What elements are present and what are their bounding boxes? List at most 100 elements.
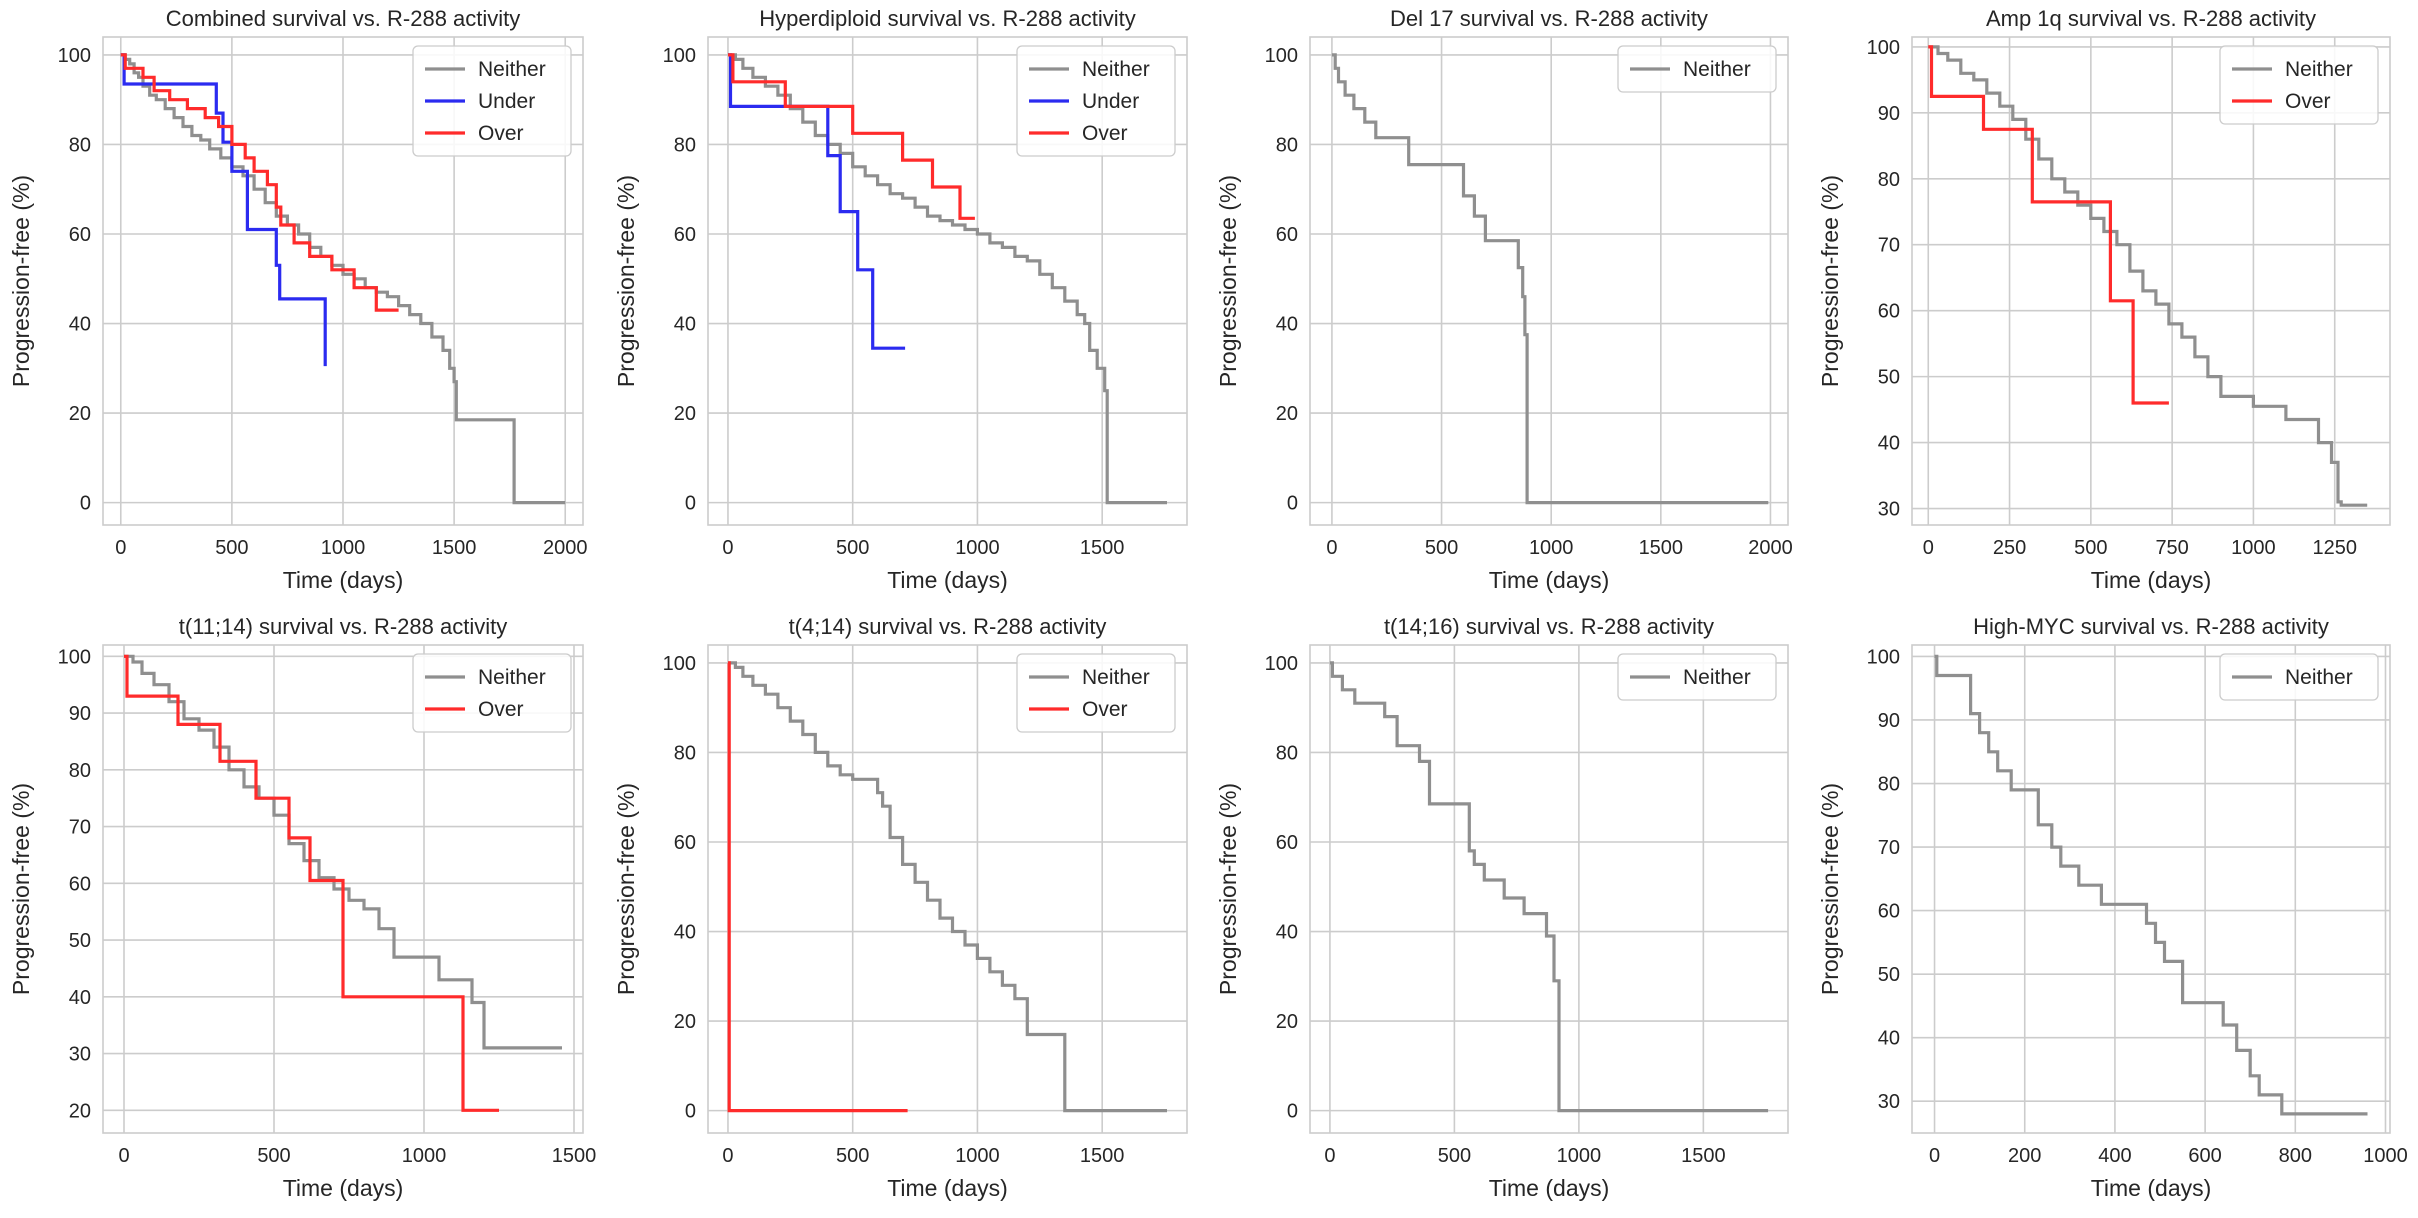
x-tick-label: 1500 <box>432 537 477 559</box>
legend: Neither <box>1617 45 1777 93</box>
series-line-under <box>120 53 327 367</box>
legend-box <box>1016 45 1176 157</box>
series-line-over <box>727 661 908 1113</box>
x-tick-label: 1500 <box>1639 537 1684 559</box>
series-line-over <box>124 654 499 1112</box>
y-axis-label: Progression-free (%) <box>613 783 639 995</box>
x-tick-label: 0 <box>1923 537 1934 559</box>
x-tick-label: 500 <box>836 537 869 559</box>
x-tick-label: 800 <box>2279 1145 2312 1167</box>
y-tick-label: 100 <box>58 45 91 67</box>
y-axis-label: Progression-free (%) <box>1215 783 1241 995</box>
x-tick-label: 1500 <box>552 1145 597 1167</box>
y-tick-label: 40 <box>1276 922 1298 944</box>
y-axis-label: Progression-free (%) <box>613 175 639 387</box>
y-tick-label: 20 <box>1276 1011 1298 1033</box>
x-axis-label: Time (days) <box>283 567 404 593</box>
y-tick-label: 40 <box>674 314 696 336</box>
x-tick-label: 1000 <box>2363 1145 2408 1167</box>
legend: Neither <box>1617 653 1777 701</box>
axes-frame <box>707 644 1188 1134</box>
series-line-neither <box>1934 654 2368 1116</box>
y-axis-label: Progression-free (%) <box>8 175 34 387</box>
legend-label: Neither <box>1683 58 1751 81</box>
legend-box <box>412 45 572 157</box>
legend-label: Over <box>1082 122 1128 145</box>
y-tick-label: 50 <box>1878 964 1900 986</box>
y-tick-label: 60 <box>69 873 91 895</box>
legend-box <box>412 653 572 733</box>
y-tick-label: 60 <box>69 224 91 246</box>
chart-title: Amp 1q survival vs. R-288 activity <box>1986 6 2316 31</box>
series-line-neither <box>728 53 1167 505</box>
x-tick-label: 0 <box>1324 1145 1335 1167</box>
chart-panel-5: 0 500 1000 1500 20 30 40 50 60 70 80 90 100 t(11;14) … <box>8 614 596 1201</box>
y-tick-label: 70 <box>1878 235 1900 257</box>
x-tick-label: 1500 <box>1080 537 1125 559</box>
y-tick-label: 80 <box>1878 774 1900 796</box>
series-line-neither <box>120 53 566 505</box>
chart-title: t(11;14) survival vs. R-288 activity <box>179 614 507 639</box>
y-tick-label: 90 <box>69 703 91 725</box>
legend-box <box>1617 653 1777 701</box>
x-tick-label: 750 <box>2155 537 2188 559</box>
legend-box <box>2219 653 2379 701</box>
axes-frame <box>102 36 584 526</box>
y-tick-label: 40 <box>1276 314 1298 336</box>
legend-label: Neither <box>1683 666 1751 689</box>
y-tick-label: 80 <box>1276 742 1298 764</box>
y-tick-label: 60 <box>674 224 696 246</box>
axes-frame <box>1911 36 2391 526</box>
x-tick-label: 1500 <box>1681 1145 1726 1167</box>
x-tick-label: 400 <box>2098 1145 2131 1167</box>
series-line-over <box>728 53 975 220</box>
x-tick-label: 0 <box>722 1145 733 1167</box>
y-tick-label: 70 <box>69 817 91 839</box>
y-tick-label: 20 <box>69 403 91 425</box>
x-tick-label: 250 <box>1993 537 2026 559</box>
chart-panel-2: 0 500 1000 1500 0 20 40 60 80 100 Hyperdiploid sur… <box>613 6 1188 593</box>
y-tick-label: 0 <box>685 493 696 515</box>
chart-panel-4: 0 250 500 750 1000 1250 30 40 50 60 70 80 90 100 Amp 1… <box>1817 6 2391 593</box>
y-tick-label: 80 <box>674 134 696 156</box>
axes-frame <box>1309 36 1789 526</box>
y-tick-label: 80 <box>69 134 91 156</box>
legend-box <box>1617 45 1777 93</box>
y-tick-label: 90 <box>1878 103 1900 125</box>
y-tick-label: 50 <box>69 930 91 952</box>
y-tick-label: 60 <box>1276 224 1298 246</box>
y-axis-label: Progression-free (%) <box>8 783 34 995</box>
y-axis-label: Progression-free (%) <box>1817 783 1843 995</box>
y-tick-label: 40 <box>1878 1028 1900 1050</box>
y-tick-label: 40 <box>1878 433 1900 455</box>
x-tick-label: 1000 <box>1557 1145 1602 1167</box>
x-tick-label: 1000 <box>955 537 1000 559</box>
x-tick-label: 0 <box>1326 537 1337 559</box>
x-tick-label: 600 <box>2188 1145 2221 1167</box>
y-tick-label: 20 <box>674 403 696 425</box>
chart-title: Del 17 survival vs. R-288 activity <box>1390 6 1708 31</box>
legend: Neither Under Over <box>1016 45 1176 157</box>
x-tick-label: 0 <box>1929 1145 1940 1167</box>
chart-title: t(4;14) survival vs. R-288 activity <box>789 614 1107 639</box>
series-line-over <box>120 53 399 312</box>
legend: Neither Over <box>1016 653 1176 733</box>
y-tick-label: 20 <box>1276 403 1298 425</box>
legend: Neither Over <box>2219 45 2379 125</box>
x-axis-label: Time (days) <box>887 567 1008 593</box>
y-tick-label: 100 <box>663 45 696 67</box>
x-tick-label: 1250 <box>2312 537 2357 559</box>
x-tick-label: 500 <box>215 537 248 559</box>
x-tick-label: 0 <box>118 1145 129 1167</box>
y-tick-label: 20 <box>69 1100 91 1122</box>
chart-panel-8: 0 200 400 600 800 1000 30 40 50 60 70 80 90 100 High-M… <box>1817 614 2408 1201</box>
y-tick-label: 20 <box>674 1011 696 1033</box>
legend-label: Neither <box>2285 58 2353 81</box>
legend-label: Over <box>1082 698 1128 721</box>
y-tick-label: 100 <box>663 653 696 675</box>
legend: Neither Over <box>412 653 572 733</box>
legend-label: Neither <box>1082 666 1150 689</box>
series-line-neither <box>1331 53 1769 505</box>
y-tick-label: 100 <box>1867 646 1900 668</box>
y-axis-label: Progression-free (%) <box>1817 175 1843 387</box>
